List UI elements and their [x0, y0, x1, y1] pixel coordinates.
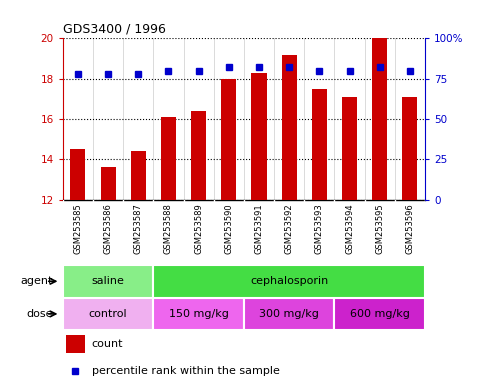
Bar [63, 298, 154, 330]
Text: 300 mg/kg: 300 mg/kg [259, 309, 319, 319]
Text: 600 mg/kg: 600 mg/kg [350, 309, 410, 319]
Bar [191, 111, 206, 200]
Text: saline: saline [92, 276, 125, 286]
Bar [100, 167, 115, 200]
Text: GSM253587: GSM253587 [134, 203, 143, 254]
Bar [312, 89, 327, 200]
Text: GSM253594: GSM253594 [345, 203, 354, 253]
Text: control: control [89, 309, 128, 319]
Bar [161, 117, 176, 200]
Text: GSM253590: GSM253590 [224, 203, 233, 253]
Text: GSM253592: GSM253592 [284, 203, 294, 253]
Bar [342, 97, 357, 200]
Bar [252, 73, 267, 200]
Bar [63, 265, 154, 298]
Bar [221, 79, 236, 200]
Bar [131, 151, 146, 200]
Bar [154, 298, 244, 330]
Text: cephalosporin: cephalosporin [250, 276, 328, 286]
Text: GSM253586: GSM253586 [103, 203, 113, 254]
Text: GSM253593: GSM253593 [315, 203, 324, 254]
Text: GSM253588: GSM253588 [164, 203, 173, 254]
Bar [154, 265, 425, 298]
Bar [71, 149, 85, 200]
Bar [244, 298, 334, 330]
Text: GSM253589: GSM253589 [194, 203, 203, 254]
Text: GSM253591: GSM253591 [255, 203, 264, 253]
Text: dose: dose [27, 309, 53, 319]
Text: agent: agent [21, 276, 53, 286]
Text: percentile rank within the sample: percentile rank within the sample [92, 366, 280, 376]
Text: count: count [92, 339, 123, 349]
Text: GDS3400 / 1996: GDS3400 / 1996 [63, 23, 166, 36]
Bar [334, 298, 425, 330]
Text: GSM253595: GSM253595 [375, 203, 384, 253]
Bar [282, 55, 297, 200]
Text: 150 mg/kg: 150 mg/kg [169, 309, 228, 319]
Bar [67, 335, 85, 353]
Text: GSM253585: GSM253585 [73, 203, 83, 254]
Bar [372, 38, 387, 200]
Text: GSM253596: GSM253596 [405, 203, 414, 254]
Bar [402, 97, 417, 200]
